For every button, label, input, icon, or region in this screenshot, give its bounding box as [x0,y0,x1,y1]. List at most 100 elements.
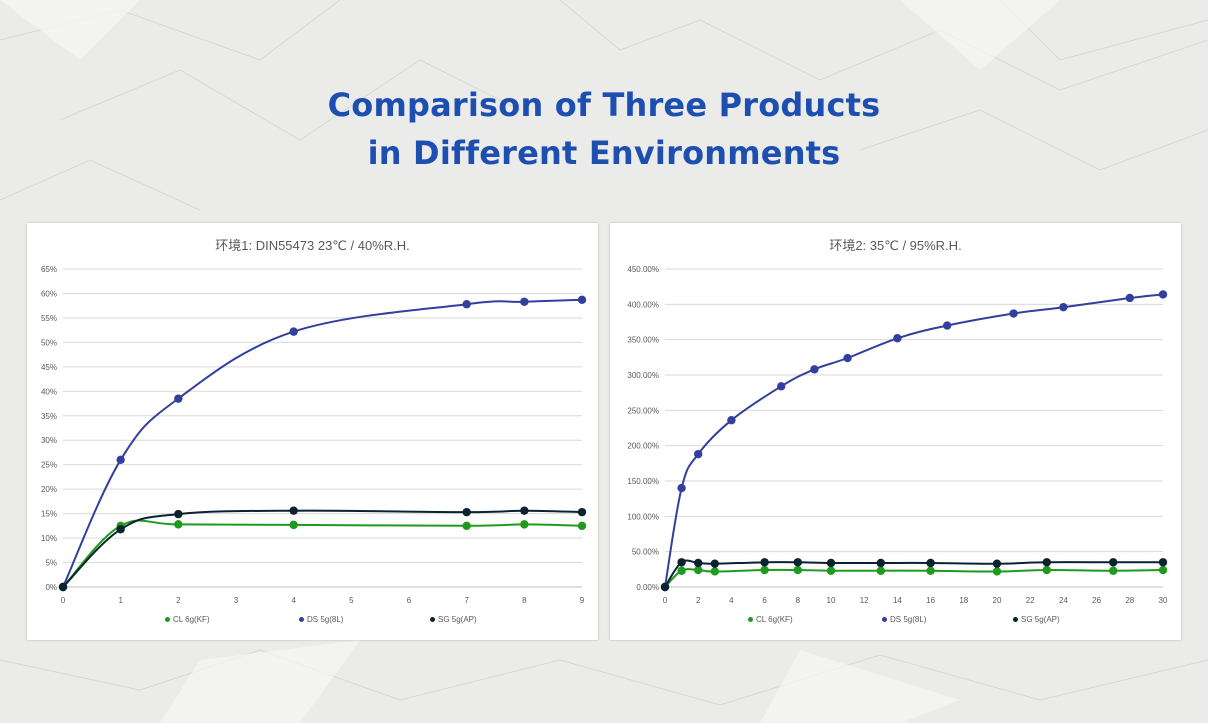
chart-2-data-point [1158,290,1168,299]
chart-2-data-point [694,449,703,459]
chart-1-y-tick-label: 65% [41,265,57,274]
chart-1-y-tick-label: 20% [41,485,57,494]
chart-2-y-tick-label: 0.00% [636,583,659,592]
chart-2-data-point [876,558,885,568]
chart-2-data-point [793,565,802,575]
chart-2-data-point [893,334,902,343]
chart-2-data-point [843,353,852,363]
chart-1-x-tick-label: 9 [580,596,585,605]
legend-label: CL 6g(KF) [173,615,210,624]
chart-1-y-tick-label: 5% [45,559,57,568]
legend-marker-icon [430,617,435,623]
chart-2-data-point [760,558,769,567]
chart-1-data-point [520,297,529,306]
chart-1-x-tick-label: 3 [234,596,239,605]
legend-item: CL 6g(KF) [748,615,793,624]
legend-item: DS 5g(8L) [299,615,343,624]
chart-1-x-tick-label: 7 [464,596,469,605]
chart-1-data-point [577,521,587,531]
chart-1-y-tick-label: 45% [41,363,57,372]
chart-2-x-tick-label: 2 [696,596,701,605]
chart-1-y-tick-label: 0% [45,583,57,592]
chart-1-data-point [289,506,298,515]
chart-2-y-tick-label: 150.00% [627,477,659,486]
chart-2-series-line-3 [664,559,1163,588]
chart-2-data-point [992,567,1002,576]
chart-2-data-point [710,567,719,576]
chart-2-data-point [677,566,686,575]
chart-1-data-point [289,327,298,336]
chart-2-y-tick-label: 100.00% [627,512,659,521]
chart-1-data-point [174,509,183,519]
chart-2-data-point [777,382,786,391]
chart-1-x-tick-label: 5 [349,596,354,605]
chart-2-y-tick-label: 450.00% [627,265,659,274]
chart-2-data-point [943,321,952,330]
chart-1-y-tick-label: 35% [41,412,57,421]
chart-1-x-tick-label: 0 [61,596,66,605]
chart-2-x-tick-label: 14 [893,596,902,605]
chart-panel-environment-2: 环境2: 35℃ / 95%R.H. 0.00% 50.00% 100.00% 150… [610,223,1181,640]
chart-2-data-point [1009,309,1018,318]
legend-item: SG 5g(AP) [430,615,477,624]
legend-marker-icon [165,617,170,623]
chart-2-data-point [992,559,1002,568]
chart-1-title: 环境1: DIN55473 23℃ / 40%R.H. [215,238,410,253]
chart-2-data-point [694,558,703,568]
legend-marker-icon [748,617,753,623]
chart-1-y-tick-label: 25% [41,461,57,470]
chart-1-series-line-1 [62,519,583,588]
chart-2-data-point [727,416,736,425]
chart-1-x-tick-label: 4 [291,596,296,605]
chart-2-data-point [660,582,670,592]
chart-2-legend: CL 6g(KF) DS 5g(8L) SG 5g(AP) [610,615,1181,629]
legend-label: CL 6g(KF) [756,615,793,624]
chart-1-y-tick-label: 60% [41,289,57,298]
chart-2-data-point [826,566,836,575]
legend-item: SG 5g(AP) [1013,615,1060,624]
chart-2-x-tick-label: 10 [827,596,836,605]
chart-2-x-tick-label: 12 [860,596,869,605]
chart-2-data-point [1109,566,1118,575]
chart-2-data-point [826,558,836,568]
chart-2-x-tick-label: 6 [762,596,767,605]
chart-2-data-point [677,558,686,567]
chart-1-y-tick-label: 15% [41,510,57,519]
chart-2-data-point [926,558,935,568]
legend-marker-icon [1013,617,1018,623]
chart-2-data-point [1042,558,1051,567]
chart-2-x-tick-label: 26 [1092,596,1101,605]
chart-2-data-point [793,558,802,567]
chart-1-data-point [116,455,125,464]
chart-1-series-line-3 [62,509,583,588]
legend-label: DS 5g(8L) [890,615,927,624]
chart-2-title: 环境2: 35℃ / 95%R.H. [829,238,962,253]
chart-1-data-point [462,521,471,531]
chart-2-y-tick-label: 250.00% [627,406,659,415]
chart-1-data-point [174,394,183,403]
chart-2-plot: 0.00% 50.00% 100.00% 150.00% 200.00% 250.00% 3… [627,265,1168,605]
chart-1-y-tick-label: 10% [41,534,57,543]
chart-1-plot: 0% 5% 10% 15% 20% 25% 30% 35% 40% 45% 50% 55% 60% 65%… [41,265,587,605]
legend-marker-icon [299,617,304,623]
chart-1-data-point [577,295,587,305]
chart-1-x-tick-label: 8 [522,596,527,605]
chart-2-data-point [1158,565,1168,575]
legend-item: CL 6g(KF) [165,615,210,624]
chart-1-x-tick-label: 2 [176,596,181,605]
legend-marker-icon [882,617,887,623]
chart-2-x-tick-label: 4 [729,596,734,605]
chart-2-data-point [694,565,703,575]
chart-2-x-tick-label: 30 [1159,596,1168,605]
chart-2-series-line-1 [664,568,1164,588]
chart-2-y-tick-label: 350.00% [627,336,659,345]
legend-label: SG 5g(AP) [438,615,477,624]
legend-item: DS 5g(8L) [882,615,926,624]
chart-1-y-tick-label: 55% [41,314,57,323]
chart-1-y-tick-label: 40% [41,387,57,396]
chart-2-x-tick-label: 8 [796,596,801,605]
chart-2-y-tick-label: 50.00% [632,548,659,557]
main-title-line-2: in Different Environments [367,134,841,172]
chart-1-data-point [116,525,125,534]
chart-2-data-point [1125,293,1134,303]
